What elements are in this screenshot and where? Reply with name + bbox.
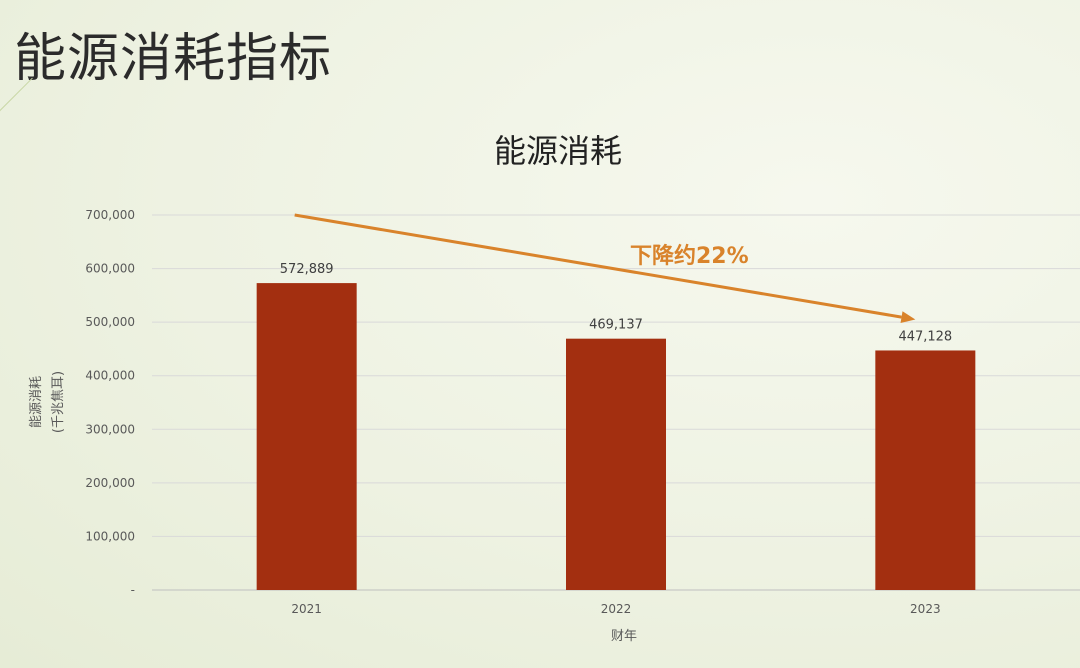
y-tick-label: 600,000 xyxy=(85,262,135,276)
y-tick-label: 200,000 xyxy=(85,476,135,490)
y-axis-unit: (千兆焦耳) xyxy=(51,371,66,433)
x-tick-label: 2022 xyxy=(601,602,632,616)
bar-value-label: 469,137 xyxy=(589,318,643,333)
bar-labels: 572,889 469,137 447,128 xyxy=(280,262,952,344)
x-axis-ticks: 2021 2022 2023 xyxy=(291,602,940,616)
y-tick-label: 500,000 xyxy=(85,315,135,329)
y-tick-label: 400,000 xyxy=(85,369,135,383)
bar-2021 xyxy=(256,283,357,590)
trend-arrowhead xyxy=(900,311,916,324)
trend-line xyxy=(294,213,902,319)
y-tick-label: 100,000 xyxy=(85,529,135,543)
y-tick-label: 300,000 xyxy=(85,422,135,436)
y-tick-label: 700,000 xyxy=(85,208,135,222)
chart-title: 能源消耗 xyxy=(494,132,622,170)
bar-2022 xyxy=(566,338,666,590)
bar-value-label: 572,889 xyxy=(280,262,334,277)
x-tick-label: 2023 xyxy=(910,602,941,616)
slide-title: 能源消耗指标 xyxy=(14,29,333,89)
bars xyxy=(256,283,976,590)
trend-arrow xyxy=(294,213,916,324)
y-axis-label: 能源消耗 xyxy=(29,376,44,428)
trend-annotation: 下降约22% xyxy=(630,243,749,269)
x-tick-label: 2021 xyxy=(291,602,322,616)
y-tick-label: - xyxy=(131,583,135,597)
bar-2023 xyxy=(875,350,976,590)
y-axis-ticks: - 100,000 200,000 300,000 400,000 500,000 600,… xyxy=(85,208,135,597)
bar-value-label: 447,128 xyxy=(898,329,952,344)
x-axis-label: 财年 xyxy=(611,629,637,644)
